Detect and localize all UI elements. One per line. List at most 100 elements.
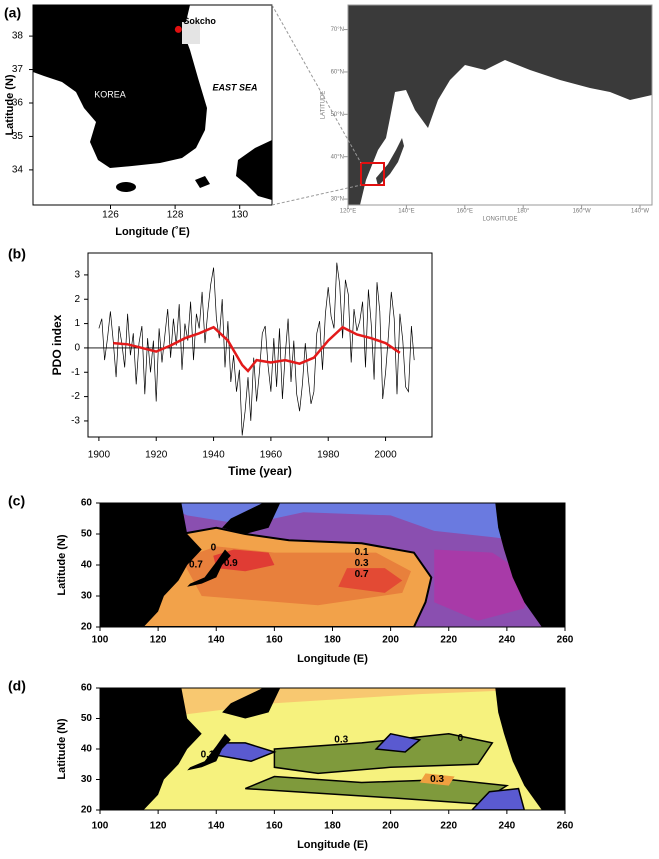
contour-label: 0 — [458, 733, 464, 744]
contour-region — [434, 549, 531, 621]
y-axis-label: Latitude (N) — [56, 534, 68, 595]
land — [495, 688, 565, 810]
panel-label: (c) — [8, 493, 25, 509]
x-tick-label: 200 — [382, 821, 399, 832]
y-axis-label: LATITUDE — [321, 91, 327, 120]
land — [495, 503, 565, 627]
x-tick-label: 100 — [92, 821, 109, 832]
y-axis-label: PDO index — [50, 314, 64, 375]
land — [100, 503, 202, 627]
series-line — [98, 262, 415, 436]
plot-frame — [87, 252, 433, 438]
contour-map — [100, 503, 565, 627]
x-tick-label: 140°W — [631, 209, 649, 215]
land — [236, 140, 272, 200]
x-tick-label: 120 — [150, 635, 167, 646]
x-tick-label: 120°E — [340, 209, 356, 215]
x-tick-label: 180° — [517, 209, 530, 215]
y-tick-label: 70°N — [331, 27, 344, 33]
plot-frame — [32, 4, 273, 206]
x-tick-label: 1900 — [88, 450, 111, 461]
y-tick-label: 2 — [74, 294, 80, 305]
y-tick-label: 20 — [81, 622, 93, 633]
x-tick-label: 140 — [208, 635, 225, 646]
y-tick-label: 35 — [12, 131, 24, 142]
contour-label: 0.3 — [334, 734, 348, 745]
x-tick-label: 160°E — [457, 209, 473, 215]
y-tick-label: 60 — [81, 683, 93, 694]
y-tick-label: -2 — [71, 391, 80, 402]
study-region — [360, 162, 385, 186]
contour-label: 0.7 — [189, 560, 203, 571]
contour-label: 0.1 — [355, 547, 369, 558]
y-tick-label: 40 — [81, 744, 93, 755]
x-tick-label: 1920 — [145, 450, 168, 461]
land — [100, 688, 202, 810]
site-marker — [174, 25, 182, 33]
y-tick-label: 0 — [74, 343, 80, 354]
x-tick-label: 1960 — [260, 450, 283, 461]
x-tick-label: 180 — [324, 821, 341, 832]
y-tick-label: 37 — [12, 64, 24, 75]
connector — [271, 184, 362, 206]
site-label: Sokcho — [183, 16, 216, 26]
panel-label: (a) — [4, 5, 21, 21]
land — [33, 5, 207, 168]
pacific-map — [348, 5, 652, 205]
x-tick-label: 220 — [440, 821, 457, 832]
contour-label: -0.5 — [524, 563, 542, 574]
contour-region — [470, 787, 526, 810]
x-axis-label: Time (year) — [228, 464, 292, 478]
contour-region — [374, 732, 422, 753]
x-axis-label: Longitude (E) — [297, 653, 368, 665]
x-tick-label: 128 — [167, 210, 184, 221]
x-axis-label: Longitude (E) — [297, 839, 368, 851]
y-tick-label: 50 — [81, 529, 93, 540]
y-tick-label: 1 — [74, 318, 80, 329]
x-tick-label: 200 — [382, 635, 399, 646]
x-tick-label: 2000 — [374, 450, 397, 461]
x-tick-label: 220 — [440, 635, 457, 646]
y-tick-label: 38 — [12, 31, 24, 42]
x-tick-label: 160°W — [573, 209, 591, 215]
y-tick-label: 40 — [81, 560, 93, 571]
y-tick-label: 30°N — [331, 197, 344, 203]
series-line — [113, 325, 401, 373]
y-tick-label: 60 — [81, 498, 93, 509]
x-tick-label: 140°E — [398, 209, 414, 215]
y-tick-label: 20 — [81, 805, 93, 816]
y-tick-label: 60°N — [331, 70, 344, 76]
contour-label: 0 — [211, 543, 217, 554]
x-tick-label: 160 — [266, 821, 283, 832]
y-axis-label: Latitude (N) — [56, 718, 68, 779]
y-tick-label: 50 — [81, 713, 93, 724]
y-tick-label: 34 — [12, 165, 24, 176]
y-tick-label: -1 — [71, 367, 80, 378]
y-axis-label: Latitude (N) — [4, 74, 16, 135]
y-tick-label: 30 — [81, 591, 93, 602]
map-label: KOREA — [94, 89, 126, 99]
x-tick-label: 126 — [102, 210, 119, 221]
contour-label: 0.3 — [430, 774, 444, 785]
land — [195, 176, 210, 188]
x-axis-label: LONGITUDE — [482, 217, 517, 223]
x-tick-label: 130 — [231, 210, 248, 221]
panel-label: (d) — [8, 678, 26, 694]
x-tick-label: 180 — [324, 635, 341, 646]
contour-label: 0.3 — [355, 558, 369, 569]
land — [187, 733, 231, 771]
jeju — [116, 182, 136, 192]
contour-label: 0.7 — [355, 569, 369, 580]
x-tick-label: 260 — [557, 635, 574, 646]
land — [348, 5, 652, 205]
connector — [271, 4, 362, 164]
y-tick-label: 3 — [74, 270, 80, 281]
map-label: EAST SEA — [212, 82, 257, 92]
plot-frame — [347, 4, 653, 206]
y-tick-label: -3 — [71, 416, 80, 427]
y-tick-label: 30 — [81, 774, 93, 785]
y-tick-label: 50°N — [331, 112, 344, 118]
land — [187, 549, 231, 587]
